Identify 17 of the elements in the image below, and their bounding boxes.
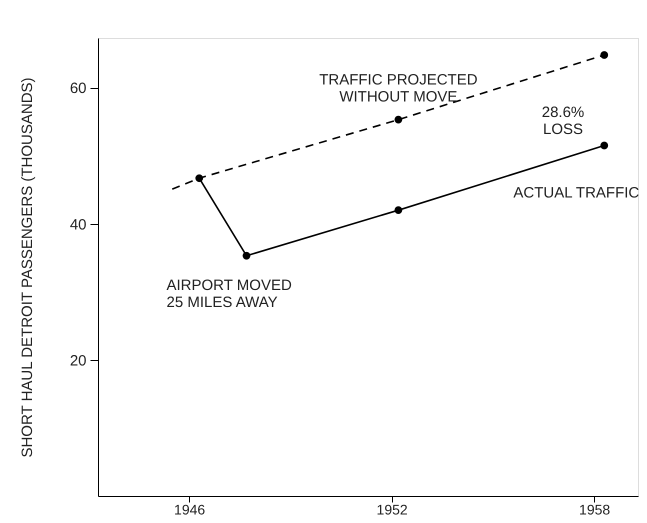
y-axis-title: SHORT HAUL DETROIT PASSENGERS (THOUSANDS) (18, 77, 36, 458)
x-tick-label: 1958 (579, 502, 610, 518)
annotation: AIRPORT MOVED 25 MILES AWAY (166, 276, 292, 311)
y-tick-label: 40 (70, 216, 86, 234)
series-label: ACTUAL TRAFFIC (513, 184, 640, 202)
series-label: TRAFFIC PROJECTED WITHOUT MOVE (319, 72, 478, 106)
point (600, 142, 608, 150)
point (394, 116, 402, 124)
point (195, 174, 204, 182)
y-tick-label: 20 (70, 352, 86, 370)
point (242, 252, 250, 260)
x-tick-label: 1946 (174, 502, 206, 518)
point (394, 206, 402, 214)
annotation: 28.6% LOSS (542, 104, 584, 138)
y-tick-label: 60 (70, 80, 86, 98)
x-tick-label: 1952 (376, 502, 408, 518)
point (600, 51, 608, 59)
